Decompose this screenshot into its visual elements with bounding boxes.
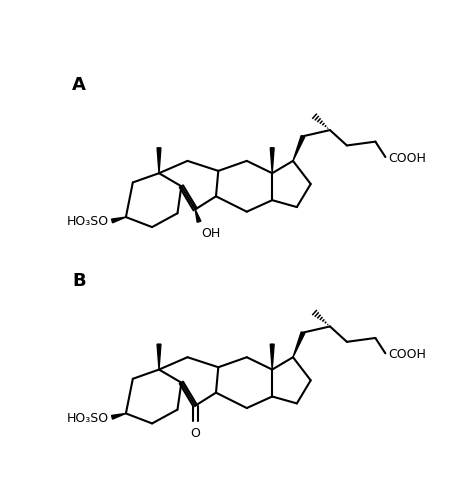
Text: OH: OH: [201, 227, 220, 240]
Polygon shape: [195, 210, 201, 223]
Polygon shape: [270, 345, 273, 370]
Polygon shape: [157, 345, 161, 370]
Polygon shape: [293, 332, 304, 358]
Text: A: A: [72, 76, 86, 94]
Text: COOH: COOH: [388, 151, 425, 164]
Polygon shape: [157, 148, 161, 174]
Polygon shape: [293, 136, 304, 161]
Text: HO₃SO: HO₃SO: [67, 411, 109, 424]
Polygon shape: [111, 414, 126, 419]
Polygon shape: [111, 217, 126, 223]
Text: HO₃SO: HO₃SO: [67, 215, 109, 228]
Polygon shape: [270, 148, 273, 174]
Text: COOH: COOH: [388, 347, 425, 360]
Text: O: O: [190, 426, 200, 439]
Text: B: B: [72, 272, 86, 290]
